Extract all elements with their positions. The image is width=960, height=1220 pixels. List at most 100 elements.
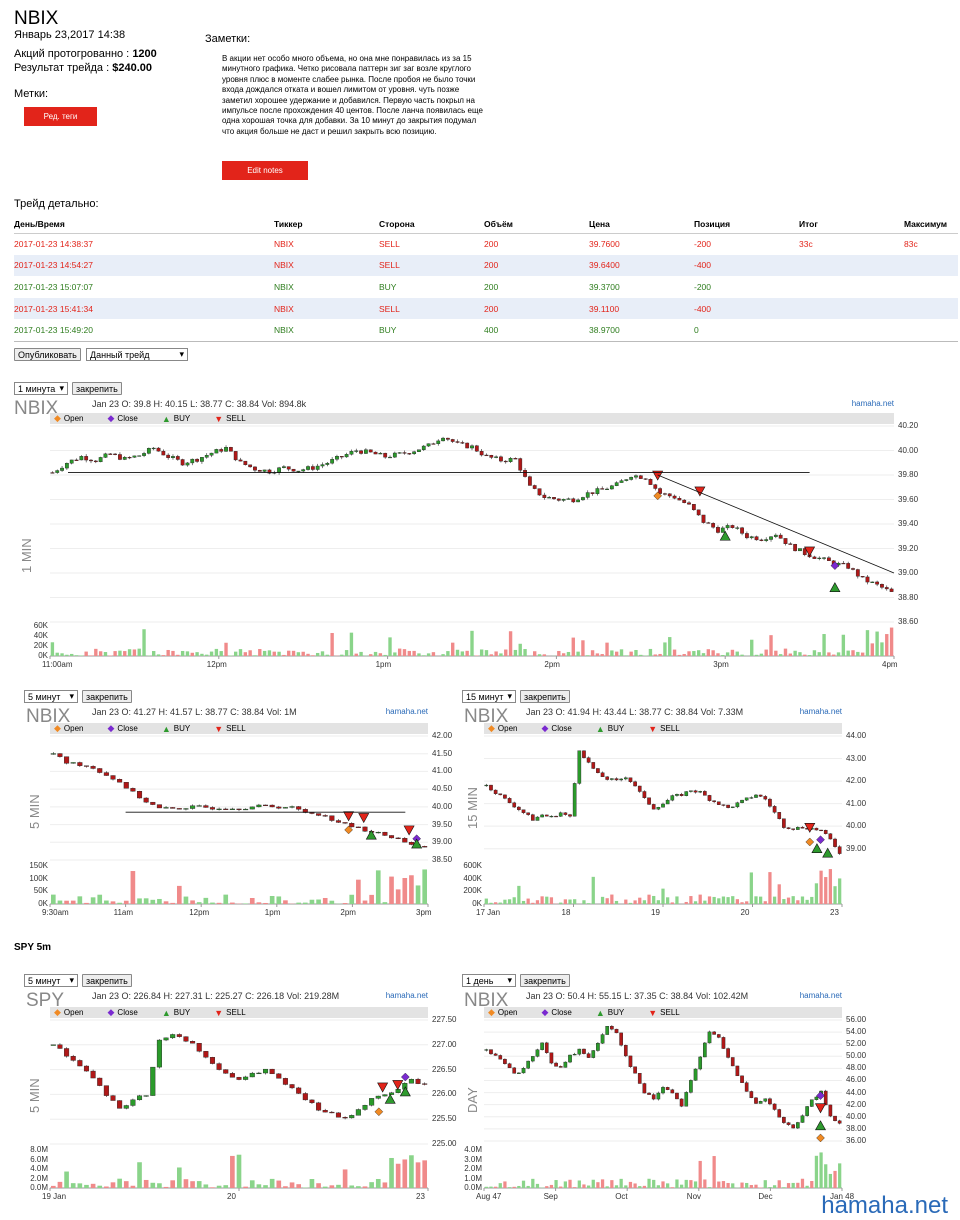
volume-tick-label: 600K xyxy=(452,861,482,870)
cell-ticker: NBIX xyxy=(274,276,379,298)
pin-button[interactable]: закрепить xyxy=(82,974,132,987)
candle xyxy=(661,1087,664,1093)
timeframe-select[interactable]: 5 минут▾ xyxy=(24,690,78,703)
y-tick-label: 227.00 xyxy=(432,1040,456,1049)
chevron-down-icon: ▾ xyxy=(59,383,64,394)
volume-bar xyxy=(396,1164,401,1188)
timeframe-select[interactable]: 1 минута▾ xyxy=(14,382,68,395)
candle xyxy=(765,539,768,540)
volume-bar xyxy=(880,642,883,656)
volume-bar xyxy=(509,631,512,656)
volume-bar xyxy=(383,902,388,904)
volume-bar xyxy=(65,655,68,656)
volume-bar xyxy=(592,877,595,904)
candle xyxy=(592,762,595,768)
candle xyxy=(787,828,790,829)
candle xyxy=(792,829,795,830)
volume-bar xyxy=(813,650,816,656)
volume-bar xyxy=(303,903,308,904)
price-chart xyxy=(462,704,874,920)
candle xyxy=(152,448,155,449)
candle xyxy=(643,1084,646,1094)
volume-bar xyxy=(223,1185,228,1188)
candle xyxy=(97,768,102,772)
volume-bar xyxy=(503,1181,506,1188)
candle xyxy=(276,1074,281,1079)
volume-bar xyxy=(596,1182,599,1188)
candle xyxy=(687,503,690,504)
volume-bar xyxy=(409,1155,414,1188)
candle xyxy=(713,801,716,802)
timeframe-select[interactable]: 1 день▾ xyxy=(462,974,516,987)
volume-bar xyxy=(316,1183,321,1188)
volume-bar xyxy=(138,649,141,656)
timeframe-select[interactable]: 5 минут▾ xyxy=(24,974,78,987)
timeframe-select[interactable]: 15 минут▾ xyxy=(462,690,516,703)
volume-bar xyxy=(144,1180,149,1188)
publish-button[interactable]: Опубликовать xyxy=(14,348,81,361)
candle xyxy=(587,1054,590,1058)
price-chart xyxy=(462,988,874,1204)
pin-button[interactable]: закрепить xyxy=(82,690,132,703)
volume-bar xyxy=(796,900,799,904)
pin-button[interactable]: закрепить xyxy=(72,382,122,395)
publish-scope-select[interactable]: Данный трейд▾ xyxy=(86,348,188,361)
volume-bar xyxy=(283,1186,288,1188)
y-tick-label: 48.00 xyxy=(846,1063,866,1072)
candle xyxy=(296,807,301,810)
candle xyxy=(759,1101,762,1103)
volume-bar xyxy=(673,650,676,656)
candle xyxy=(184,1037,189,1042)
tags-label: Метки: xyxy=(14,88,48,100)
volume-bar xyxy=(573,899,576,904)
candle xyxy=(51,473,54,474)
candle xyxy=(243,809,248,810)
candle xyxy=(750,798,753,799)
cell-time: 2017-01-23 15:41:34 xyxy=(14,298,274,320)
candle xyxy=(572,499,575,502)
candle xyxy=(290,807,295,808)
volume-bar xyxy=(323,1187,328,1188)
volume-bar xyxy=(133,649,136,656)
pin-button[interactable]: закрепить xyxy=(520,690,570,703)
candle xyxy=(568,1055,571,1062)
volume-bar xyxy=(711,650,714,656)
volume-bar xyxy=(485,1187,488,1188)
candle xyxy=(708,1032,711,1043)
candle xyxy=(851,568,854,569)
volume-bar xyxy=(480,649,483,656)
candle xyxy=(223,1070,228,1074)
edit-notes-button[interactable]: Edit notes xyxy=(222,161,308,180)
volume-bar xyxy=(263,651,266,656)
candle xyxy=(750,537,753,538)
volume-bar xyxy=(586,655,589,656)
volume-bar xyxy=(302,652,305,656)
volume-bar xyxy=(768,872,771,904)
candle xyxy=(170,807,175,808)
candle xyxy=(137,1096,142,1100)
edit-tags-button[interactable]: Ред. теги xyxy=(24,107,97,126)
candle xyxy=(822,558,825,559)
candle xyxy=(764,1099,767,1101)
volume-bar xyxy=(470,631,473,656)
buy-marker xyxy=(400,1087,410,1096)
candle xyxy=(668,494,671,496)
volume-bar xyxy=(137,898,142,904)
candle xyxy=(620,1033,623,1045)
volume-bar xyxy=(643,1186,646,1188)
candle xyxy=(523,470,526,476)
x-tick-label: 3pm xyxy=(713,660,729,669)
pin-button[interactable]: закрепить xyxy=(520,974,570,987)
volume-bar xyxy=(217,1186,222,1188)
candle xyxy=(297,471,300,472)
chevron-down-icon: ▾ xyxy=(69,975,74,986)
sell-marker xyxy=(404,826,414,835)
close-marker xyxy=(401,1073,409,1081)
candle xyxy=(176,456,179,459)
volume-bar xyxy=(316,653,319,656)
volume-bar xyxy=(692,651,695,656)
cell-result xyxy=(799,276,904,298)
candle xyxy=(230,1073,235,1077)
watermark: hamaha.net xyxy=(821,1192,948,1220)
